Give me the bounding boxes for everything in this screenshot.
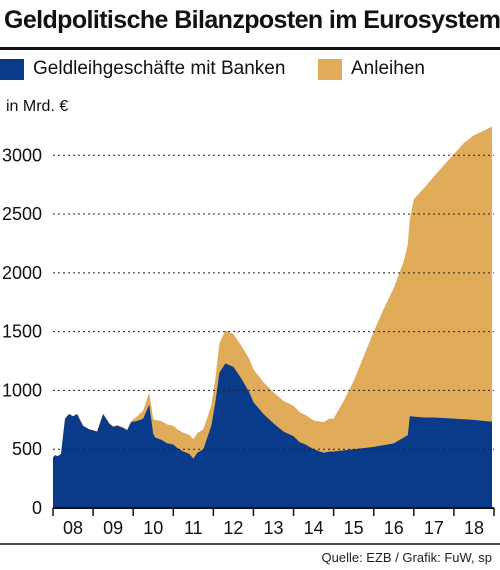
y-tick-label: 2000 — [2, 263, 42, 283]
x-tick-label: 13 — [263, 518, 283, 538]
y-tick-label: 1000 — [2, 380, 42, 400]
title-rule — [0, 47, 500, 50]
y-tick-label: 1500 — [2, 322, 42, 342]
legend-item-loans: Geldleihgeschäfte mit Banken — [0, 58, 285, 80]
source-note: Quelle: EZB / Grafik: FuW, sp — [321, 550, 493, 565]
y-tick-label: 2500 — [2, 204, 42, 224]
x-tick-label: 18 — [464, 518, 484, 538]
y-axis-unit-label: in Mrd. € — [6, 98, 69, 115]
legend-item-bonds: Anleihen — [318, 58, 425, 80]
x-tick-label: 10 — [143, 518, 163, 538]
x-tick-label: 15 — [344, 518, 364, 538]
legend-label-bonds: Anleihen — [351, 58, 425, 79]
series-area-bonds — [53, 126, 492, 508]
series-area-loans — [53, 363, 492, 508]
x-tick-label: 17 — [424, 518, 444, 538]
x-tick-label: 08 — [63, 518, 83, 538]
x-tick-label: 14 — [304, 518, 324, 538]
legend-swatch-bonds — [318, 58, 342, 80]
legend-swatch-loans — [0, 58, 24, 80]
chart-title: Geldpolitische Bilanzposten im Eurosyste… — [4, 6, 500, 34]
legend-label-loans: Geldleihgeschäfte mit Banken — [33, 58, 286, 79]
legend: Geldleihgeschäfte mit Banken Anleihen — [0, 58, 500, 82]
y-tick-label: 500 — [12, 439, 42, 459]
x-tick-label: 09 — [103, 518, 123, 538]
x-tick-label: 12 — [223, 518, 243, 538]
x-tick-label: 16 — [384, 518, 404, 538]
y-tick-label: 3000 — [2, 145, 42, 165]
y-tick-label: 0 — [32, 498, 42, 518]
x-tick-label: 11 — [184, 518, 203, 538]
